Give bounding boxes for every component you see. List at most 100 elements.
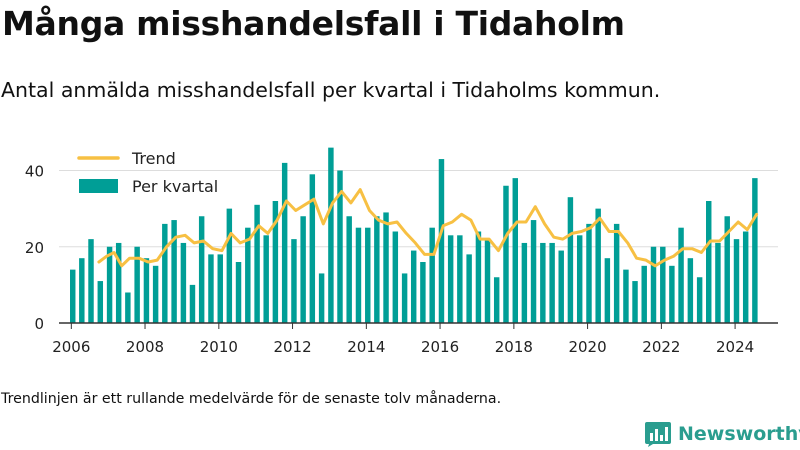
x-tick-label: 2014 (347, 338, 385, 356)
x-tick-label: 2024 (716, 338, 754, 356)
bar (429, 227, 435, 323)
bar (438, 159, 445, 323)
y-tick-label: 20 (25, 239, 44, 257)
bar (724, 216, 730, 323)
bar (410, 250, 417, 323)
bar (134, 246, 140, 323)
bar (115, 242, 122, 323)
bar (669, 265, 675, 323)
bar (752, 178, 758, 324)
bar (300, 216, 306, 323)
bar (226, 208, 233, 324)
bar (235, 262, 242, 323)
bar (125, 292, 131, 323)
x-tick-label: 2016 (421, 338, 459, 356)
y-tick-label: 40 (25, 163, 44, 181)
x-tick-label: 2018 (495, 338, 533, 356)
x-tick-label: 2006 (52, 338, 90, 356)
bar (576, 235, 583, 323)
bar (742, 231, 749, 323)
bar (660, 246, 666, 323)
x-tick-label: 2012 (273, 338, 311, 356)
bar (420, 262, 426, 323)
chart-subtitle: Antal anmälda misshandelsfall per kvarta… (1, 78, 661, 102)
y-tick-label: 0 (34, 315, 44, 333)
bar (549, 242, 555, 323)
chart-title: Många misshandelsfall i Tidaholm (2, 4, 625, 43)
bar (586, 223, 592, 324)
bar (715, 242, 721, 323)
bar (97, 281, 104, 323)
bar (309, 174, 316, 323)
legend-label-quarterly: Per kvartal (132, 177, 218, 196)
bar (106, 246, 113, 323)
bar (245, 227, 251, 323)
bar (466, 254, 472, 324)
bar (512, 178, 518, 324)
bar (650, 246, 657, 323)
bar (208, 254, 214, 324)
bars (70, 147, 758, 324)
brand-name: Newsworthy (678, 423, 800, 445)
legend: Trend Per kvartal (77, 149, 218, 196)
bar (595, 208, 601, 324)
bar (337, 170, 343, 323)
x-tick-label: 2008 (126, 338, 164, 356)
bar (558, 250, 564, 323)
bar (706, 201, 712, 323)
bar (540, 242, 546, 323)
trend-series (97, 188, 759, 268)
bar (171, 220, 177, 323)
bar (530, 220, 537, 323)
bar (484, 239, 491, 324)
bar (392, 231, 399, 323)
newsworthy-logo-icon (645, 422, 671, 447)
x-tick-label: 2010 (200, 338, 238, 356)
bar (272, 201, 279, 323)
bar (254, 204, 260, 323)
x-tick-label: 2020 (568, 338, 606, 356)
bar (189, 284, 196, 324)
bar (328, 147, 334, 324)
bar (263, 235, 269, 323)
bar (346, 216, 352, 323)
bar (733, 239, 740, 324)
bar (217, 254, 223, 324)
bar (613, 223, 620, 324)
bar (623, 269, 629, 324)
bar (678, 227, 684, 323)
axes: 0 20 40 2006 2008 2010 2012 2014 2016 2018 2020 202… (25, 163, 778, 356)
legend-swatch-per-kvartal (79, 179, 118, 193)
bar (162, 223, 168, 324)
bar (180, 242, 187, 323)
bar (383, 212, 389, 323)
bar (567, 197, 574, 323)
bar (374, 216, 380, 323)
bar (521, 242, 528, 323)
bar (696, 277, 703, 323)
bar (143, 258, 150, 323)
bar (632, 281, 638, 323)
bar (355, 227, 362, 323)
bar (641, 265, 647, 323)
brand-logo: Newsworthy (644, 420, 800, 448)
trend-line (97, 188, 759, 268)
chart-svg: 0 20 40 2006 2008 2010 2012 2014 2016 2018 2020 202… (25, 147, 778, 356)
x-tick-label: 2022 (642, 338, 680, 356)
bar (475, 231, 482, 323)
bar (70, 269, 76, 324)
bar (291, 239, 297, 324)
footnote: Trendlinjen är ett rullande medelvärde f… (1, 391, 502, 407)
bar (281, 162, 288, 324)
bar (365, 227, 371, 323)
bar (457, 235, 463, 323)
legend-label-trend: Trend (131, 149, 176, 168)
bar (88, 239, 94, 324)
bar (604, 258, 611, 323)
bar (198, 216, 205, 323)
bar (152, 265, 159, 323)
bar (447, 235, 454, 323)
bar (79, 258, 85, 323)
bar (493, 277, 500, 323)
bar (503, 185, 509, 323)
